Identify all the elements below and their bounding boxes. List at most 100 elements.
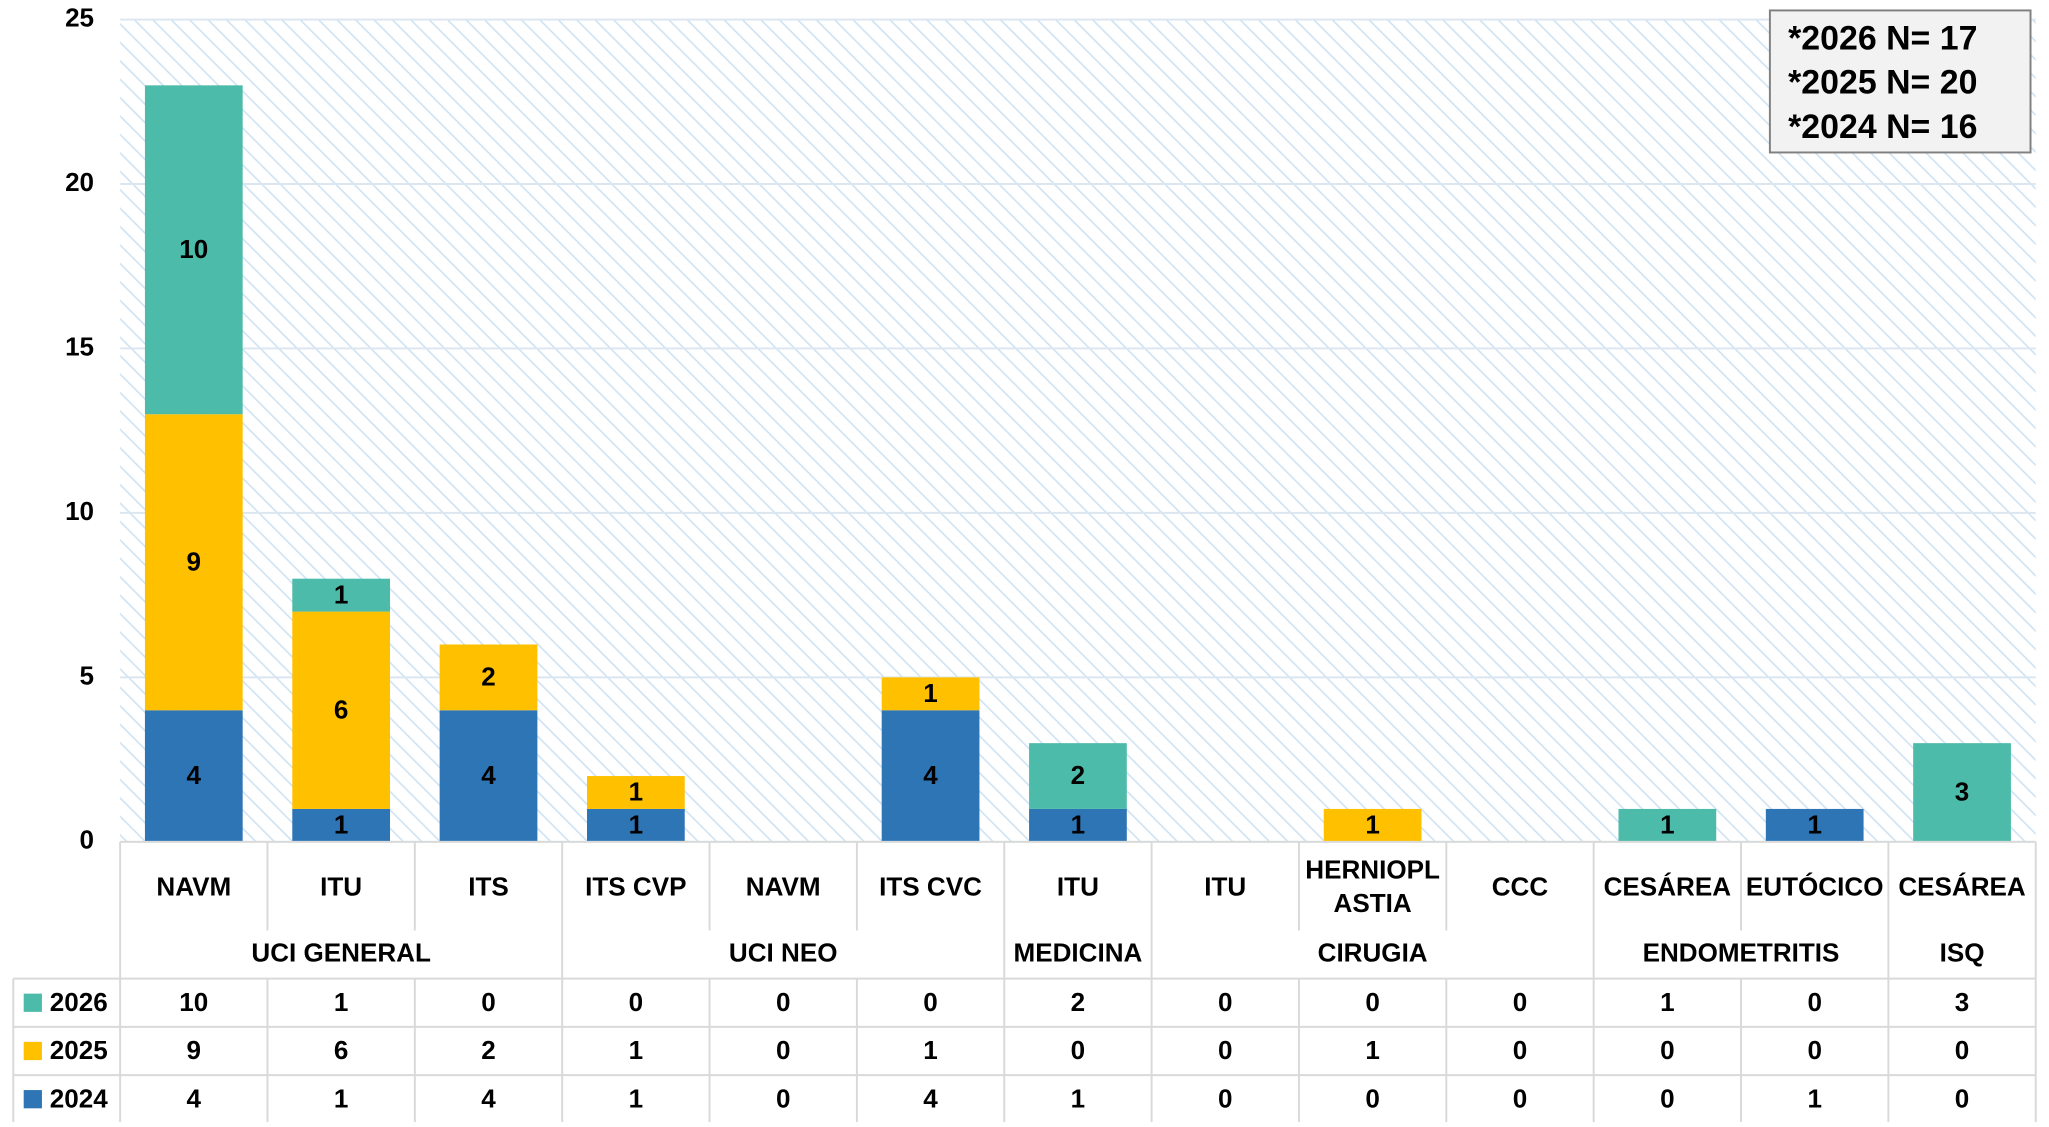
bar-segment	[881, 710, 980, 842]
table-value: 1	[923, 1035, 938, 1065]
data-label: 9	[187, 546, 201, 576]
table-value: 2	[1071, 987, 1086, 1017]
data-label: 1	[629, 810, 644, 840]
category-cell: ITS CVP	[585, 873, 687, 902]
table-value: 0	[776, 987, 791, 1017]
table-value: 1	[1071, 1083, 1086, 1113]
table-value: 0	[1660, 1083, 1675, 1113]
table-value: 0	[1513, 1083, 1528, 1113]
legend-swatch	[23, 1090, 42, 1109]
category-cell: HERNIOPLASTIA	[1305, 856, 1440, 919]
data-label: 2	[1071, 760, 1086, 790]
data-label: 1	[923, 678, 938, 708]
x-tick-label: NAVM	[156, 873, 232, 902]
x-tick-label: CESÁREA	[1603, 873, 1732, 902]
legend-label: 2026	[50, 987, 108, 1017]
bar-segment	[439, 644, 538, 711]
x-tick-label: ITS CVP	[585, 873, 687, 902]
bar-segment	[1765, 808, 1864, 842]
bar-segment	[439, 710, 538, 842]
bar-segment	[1323, 808, 1422, 842]
table-value: 1	[629, 1035, 644, 1065]
y-tick-label: 0	[80, 825, 94, 855]
table-value: 0	[1807, 1035, 1821, 1065]
category-cell: CESÁREA	[1603, 873, 1732, 902]
bar-segment	[881, 677, 980, 711]
x-tick-label: ITS CVC	[879, 873, 982, 902]
data-label: 1	[629, 777, 644, 807]
table-value: 0	[481, 987, 496, 1017]
data-label: 1	[1660, 810, 1675, 840]
table-value: 4	[481, 1083, 496, 1113]
table-value: 1	[334, 1083, 349, 1113]
data-label: 1	[1365, 810, 1380, 840]
table-value: 1	[1807, 1083, 1821, 1113]
x-tick-label: HERNIOPLASTIA	[1305, 856, 1440, 919]
data-label: 4	[481, 760, 496, 790]
y-tick-label: 10	[65, 496, 94, 526]
data-label: 4	[923, 760, 938, 790]
x-tick-label: ITU	[320, 873, 363, 902]
x-tick-label: CCC	[1491, 873, 1549, 902]
y-tick-label: 5	[80, 660, 94, 690]
table-value: 0	[629, 987, 644, 1017]
table-value: 1	[334, 987, 349, 1017]
data-label: 1	[1807, 810, 1821, 840]
table-value: 3	[1955, 987, 1970, 1017]
group-label: UCI GENERAL	[251, 937, 431, 967]
table-value: 0	[1513, 987, 1528, 1017]
x-tick-label: CESÁREA	[1898, 873, 2026, 902]
data-label: 2	[481, 662, 496, 692]
annotation-box	[1768, 9, 2032, 154]
legend-label: 2025	[50, 1035, 108, 1065]
group-label: UCI NEO	[729, 937, 838, 967]
table-value: 2	[481, 1035, 496, 1065]
legend-swatch	[23, 993, 42, 1012]
table-value: 4	[923, 1083, 938, 1113]
category-cell: NAVM	[745, 873, 821, 902]
table-value: 0	[1955, 1083, 1970, 1113]
y-tick-label: 25	[65, 2, 94, 32]
table-value: 0	[1955, 1035, 1970, 1065]
bar-segment	[586, 808, 685, 842]
table-value: 0	[1365, 1083, 1380, 1113]
bar-segment	[1913, 743, 2011, 842]
x-tick-label: NAVM	[745, 873, 821, 902]
data-label: 1	[334, 810, 349, 840]
data-label: 1	[334, 579, 349, 609]
data-label: 10	[179, 234, 208, 264]
annotation: *2024 N= 16	[1788, 108, 1977, 146]
category-cell: ITU	[1056, 873, 1099, 902]
y-tick-label: 15	[65, 331, 94, 361]
category-cell: CESÁREA	[1898, 873, 2026, 902]
annotation: *2025 N= 20	[1788, 64, 1977, 102]
category-cell: CCC	[1491, 873, 1549, 902]
table-value: 0	[1071, 1035, 1086, 1065]
table-value: 0	[776, 1083, 791, 1113]
data-label: 3	[1955, 777, 1970, 807]
bar-segment	[292, 808, 391, 842]
plot-background	[120, 19, 2036, 842]
data-label: 1	[1071, 810, 1086, 840]
group-label: MEDICINA	[1014, 937, 1143, 967]
legend-label: 2024	[50, 1083, 108, 1113]
category-cell: ITS	[468, 873, 509, 902]
category-cell: ITU	[1204, 873, 1246, 902]
table-value: 6	[334, 1035, 349, 1065]
table-value: 0	[1218, 1035, 1233, 1065]
category-cell: EUTÓCICO	[1746, 873, 1884, 902]
legend-swatch	[23, 1041, 42, 1061]
table-value: 0	[923, 987, 938, 1017]
table-value: 0	[776, 1035, 791, 1065]
bar-segment	[1029, 808, 1127, 842]
category-cell: NAVM	[156, 873, 232, 902]
table-value: 0	[1513, 1035, 1528, 1065]
table-value: 4	[187, 1083, 202, 1113]
x-tick-label: ITU	[1056, 873, 1099, 902]
bar-segment	[292, 578, 391, 612]
group-label: ENDOMETRITIS	[1643, 937, 1840, 967]
bar-segment	[1618, 808, 1717, 842]
table-value: 0	[1218, 1083, 1233, 1113]
